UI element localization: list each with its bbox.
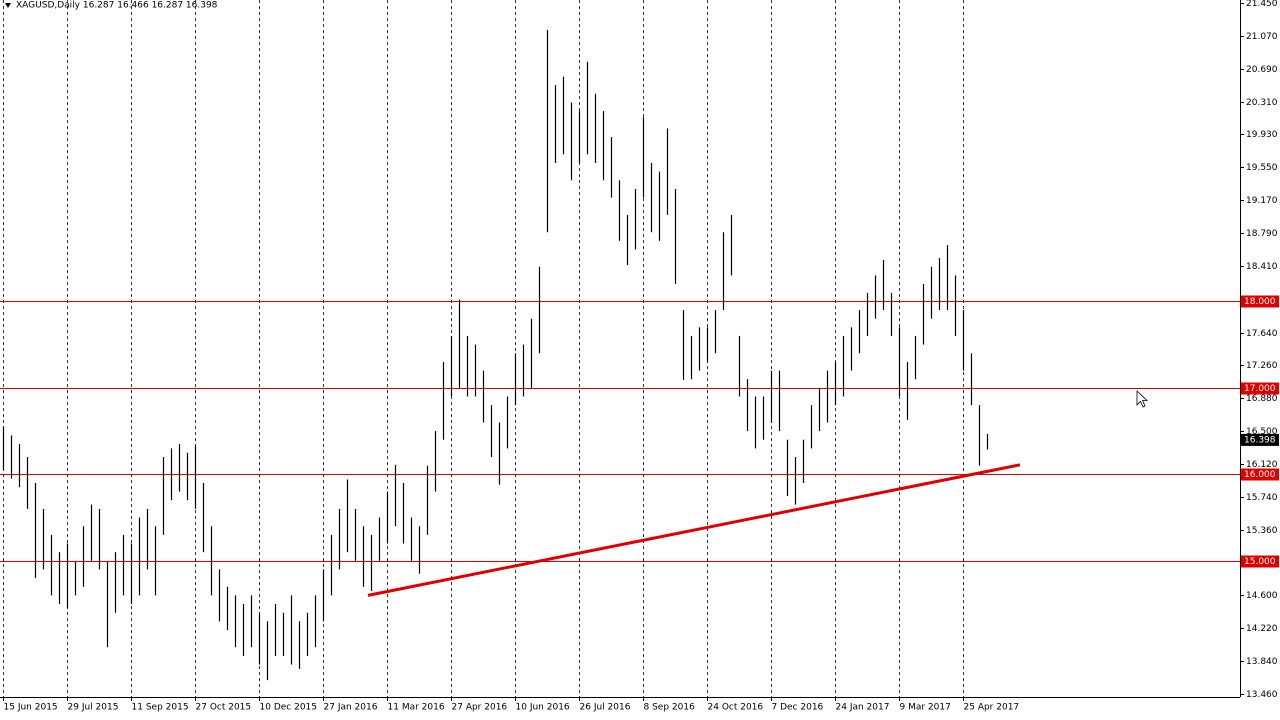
y-tick-label: 21.450	[1246, 0, 1278, 9]
y-tick-label: 20.310	[1246, 98, 1278, 108]
level-label: 16.000	[1244, 470, 1276, 480]
y-tick-label: 21.070	[1246, 32, 1278, 42]
y-tick-label: 19.550	[1246, 163, 1278, 173]
level-label: 15.000	[1244, 557, 1276, 567]
x-tick-label: 26 Jul 2016	[580, 703, 631, 713]
x-tick-label: 24 Jan 2017	[836, 703, 890, 713]
x-tick-label: 11 Mar 2016	[388, 703, 445, 713]
x-tick-label: 8 Sep 2016	[644, 703, 696, 713]
x-tick-label: 7 Dec 2016	[772, 703, 824, 713]
y-tick-label: 18.790	[1246, 229, 1278, 239]
y-tick-label: 19.930	[1246, 130, 1278, 140]
x-tick-label: 27 Apr 2016	[452, 703, 508, 713]
y-tick-label: 13.840	[1246, 657, 1278, 667]
x-tick-label: 27 Jan 2016	[324, 703, 378, 713]
y-tick-label: 15.360	[1246, 526, 1278, 536]
y-tick-label: 13.460	[1246, 690, 1278, 700]
y-tick-label: 17.640	[1246, 329, 1278, 339]
x-tick-label: 29 Jul 2015	[68, 703, 119, 713]
y-tick-label: 14.220	[1246, 624, 1278, 634]
level-label: 18.000	[1244, 297, 1276, 307]
x-tick-label: 10 Dec 2015	[260, 703, 318, 713]
level-label-box	[1241, 382, 1279, 395]
chart-title: XAGUSD,Daily 16.287 16.466 16.287 16.398	[16, 1, 218, 11]
y-tick-label: 16.120	[1246, 460, 1278, 470]
mouse-cursor	[1136, 390, 1149, 408]
x-tick-label: 25 Apr 2017	[964, 703, 1020, 713]
level-label-box	[1241, 468, 1279, 481]
x-tick-label: 11 Sep 2015	[132, 703, 189, 713]
y-tick-label: 14.600	[1246, 591, 1278, 601]
last-price-label: 16.398	[1244, 435, 1276, 445]
y-tick-label: 20.690	[1246, 65, 1278, 75]
x-tick-label: 10 Jun 2016	[516, 703, 570, 713]
y-tick-label: 17.260	[1246, 361, 1278, 371]
x-tick-label: 24 Oct 2016	[708, 703, 764, 713]
level-label-box	[1241, 555, 1279, 568]
last-price-box	[1241, 433, 1279, 446]
level-label-box	[1241, 295, 1279, 308]
y-tick-label: 16.880	[1246, 394, 1278, 404]
y-tick-label: 19.170	[1246, 196, 1278, 206]
trendline	[367, 463, 1021, 597]
x-tick-label: 27 Oct 2015	[196, 703, 252, 713]
y-tick-label: 16.500	[1246, 427, 1278, 437]
level-label: 17.000	[1244, 384, 1276, 394]
y-tick-label: 15.740	[1246, 493, 1278, 503]
x-tick-label: 15 Jun 2015	[4, 703, 58, 713]
collapse-icon[interactable]	[5, 3, 11, 8]
x-tick-label: 9 Mar 2017	[900, 703, 951, 713]
y-tick-label: 18.410	[1246, 262, 1278, 272]
